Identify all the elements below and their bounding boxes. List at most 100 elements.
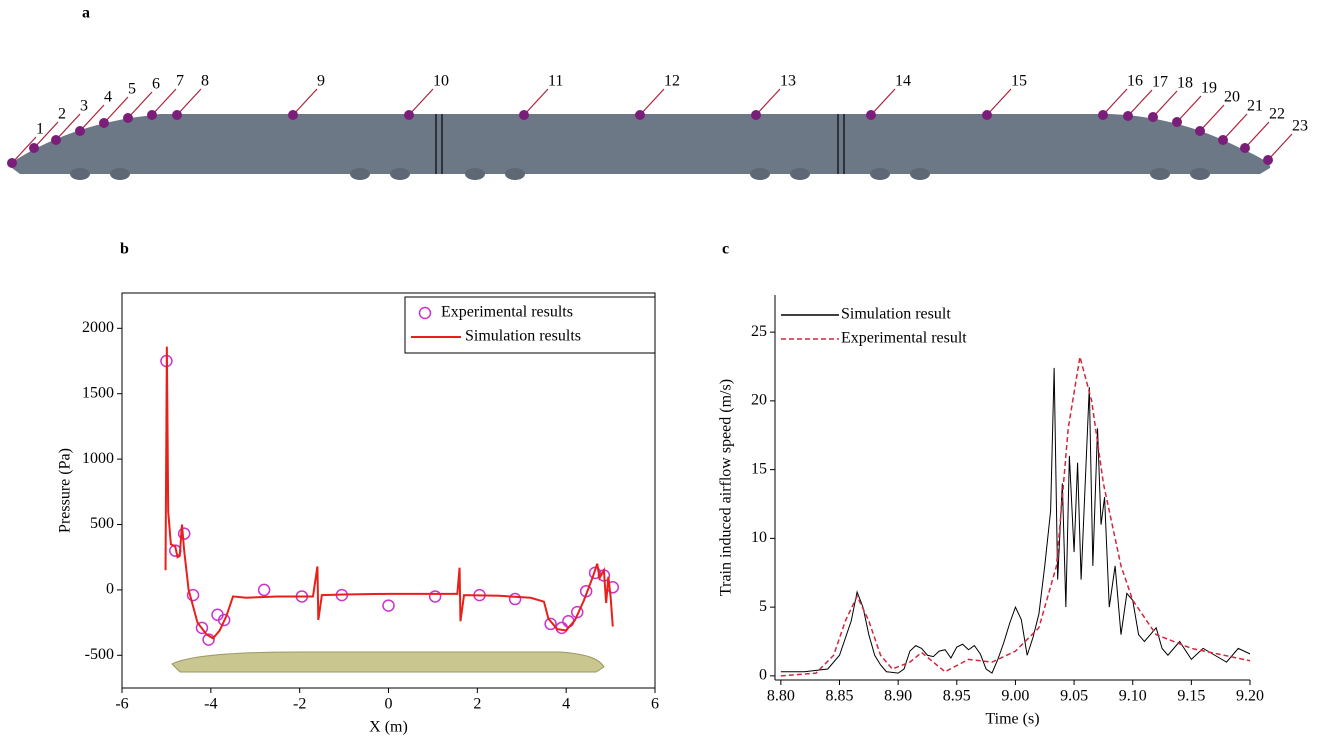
leader-line	[987, 89, 1011, 115]
x-tick-label: 9.05	[1060, 688, 1088, 705]
panel-label: a	[82, 5, 90, 22]
x-tick-label: 9.20	[1236, 688, 1264, 705]
leader-line	[1223, 114, 1247, 140]
point-label: 15	[1011, 73, 1027, 90]
page: {"diagram": {"label": "a", "points": ["1…	[0, 0, 1318, 740]
y-tick-label: 0	[759, 667, 767, 684]
point-label: 20	[1224, 89, 1240, 106]
point-label: 21	[1247, 98, 1263, 115]
point-label: 14	[895, 73, 911, 90]
point-label: 13	[780, 73, 796, 90]
x-tick-label: 2	[473, 696, 481, 713]
leader-line	[1268, 134, 1292, 160]
point-label: 17	[1152, 74, 1168, 91]
leader-line	[524, 89, 548, 115]
data-point	[430, 591, 441, 602]
figure: a 1234567891011121314151617181920212223b…	[0, 0, 1318, 740]
point-label: 4	[104, 89, 112, 106]
leader-line	[409, 89, 433, 115]
point-label: 12	[664, 73, 680, 90]
measure-point	[1098, 110, 1108, 120]
leader-line	[1128, 90, 1152, 116]
train	[8, 114, 1270, 180]
leader-line	[871, 89, 895, 115]
point-label: 5	[128, 81, 136, 98]
y-tick-label: 0	[106, 581, 114, 598]
point-label: 16	[1127, 73, 1143, 90]
x-tick-label: 6	[651, 696, 659, 713]
y-axis-label: Pressure (Pa)	[57, 448, 74, 533]
measure-point	[1240, 143, 1250, 153]
measure-point	[404, 110, 414, 120]
x-tick-label: 9.10	[1119, 688, 1147, 705]
leader-line	[293, 89, 317, 115]
measure-point	[1148, 112, 1158, 122]
data-point	[556, 622, 567, 633]
y-tick-label: 500	[90, 515, 114, 532]
panel-label: b	[120, 241, 129, 258]
x-tick-label: -6	[115, 696, 128, 713]
data-line	[166, 347, 613, 639]
x-tick-label: 8.80	[767, 688, 795, 705]
leader-line	[1200, 105, 1224, 131]
measure-point	[99, 118, 109, 128]
measure-point	[288, 110, 298, 120]
y-tick-label: 25	[751, 323, 767, 340]
x-tick-label: 8.95	[943, 688, 971, 705]
data-point	[383, 600, 394, 611]
point-label: 23	[1292, 118, 1308, 135]
data-point	[563, 616, 574, 627]
measure-point	[1123, 111, 1133, 121]
data-line	[781, 368, 1250, 673]
y-tick-label: 1500	[82, 384, 114, 401]
measure-point	[635, 110, 645, 120]
legend-label: Experimental results	[441, 304, 573, 321]
data-point	[259, 584, 270, 595]
legend-label: Simulation result	[841, 306, 951, 323]
x-axis-label: Time (s)	[985, 711, 1039, 728]
point-label: 1	[36, 121, 44, 138]
train-body	[8, 114, 1270, 174]
leader-line	[1103, 89, 1127, 115]
x-tick-label: 8.90	[884, 688, 912, 705]
point-label: 18	[1177, 75, 1193, 92]
measure-point	[172, 110, 182, 120]
measure-point	[1218, 135, 1228, 145]
point-label: 7	[176, 73, 184, 90]
measure-point	[866, 110, 876, 120]
x-tick-label: 8.85	[826, 688, 854, 705]
point-label: 19	[1201, 80, 1217, 97]
legend-label: Simulation results	[465, 328, 581, 345]
leader-line	[1245, 122, 1269, 148]
x-tick-label: 9.15	[1177, 688, 1205, 705]
measure-point	[75, 126, 85, 136]
point-label: 8	[201, 73, 209, 90]
y-tick-label: 1000	[82, 450, 114, 467]
leader-line	[756, 89, 780, 115]
point-label: 6	[152, 76, 160, 93]
x-tick-label: -2	[293, 696, 306, 713]
leader-line	[1153, 91, 1177, 117]
measure-point	[29, 143, 39, 153]
x-tick-label: 9.00	[1001, 688, 1029, 705]
measure-point	[519, 110, 529, 120]
data-line	[781, 357, 1250, 676]
leader-line	[152, 89, 176, 115]
data-point	[510, 594, 521, 605]
y-axis-label: Train induced airflow speed (m/s)	[718, 379, 735, 596]
measure-point	[147, 110, 157, 120]
y-tick-label: 5	[759, 598, 767, 615]
x-tick-label: 0	[385, 696, 393, 713]
measure-point	[51, 135, 61, 145]
measure-point	[1195, 126, 1205, 136]
point-label: 2	[58, 106, 66, 123]
point-label: 11	[548, 73, 563, 90]
measure-point	[123, 113, 133, 123]
legend-label: Experimental result	[841, 330, 967, 347]
leader-line	[640, 89, 664, 115]
inset-train	[172, 652, 604, 672]
leader-line	[177, 89, 201, 115]
leader-line	[1177, 96, 1201, 122]
measure-point	[982, 110, 992, 120]
y-tick-label: 2000	[82, 319, 114, 336]
